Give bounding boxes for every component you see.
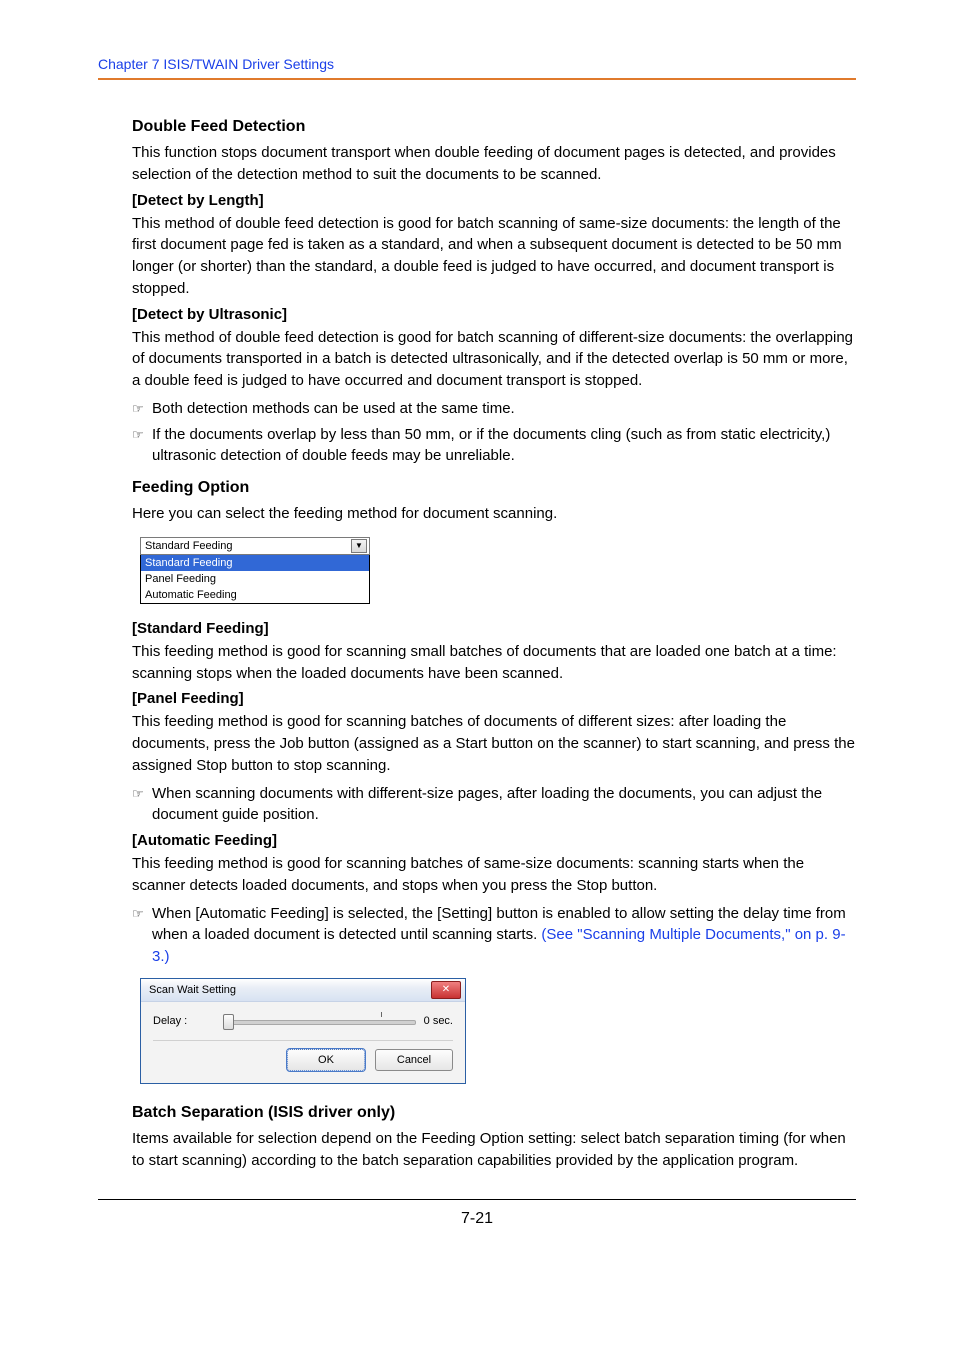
dropdown-item-automatic[interactable]: Automatic Feeding <box>141 587 369 603</box>
automatic-feeding-note-text: When [Automatic Feeding] is selected, th… <box>152 903 856 968</box>
panel-feeding-note-text: When scanning documents with different-s… <box>152 783 856 827</box>
page-number: 7-21 <box>98 1210 856 1228</box>
standard-feeding-body: This feeding method is good for scanning… <box>132 641 856 685</box>
dialog-title: Scan Wait Setting <box>149 984 236 996</box>
batch-separation-body: Items available for selection depend on … <box>132 1128 856 1172</box>
note-icon: ☞ <box>132 783 152 804</box>
note-icon: ☞ <box>132 424 152 445</box>
dropdown-item-standard[interactable]: Standard Feeding <box>141 555 369 571</box>
dropdown-selected-label: Standard Feeding <box>145 540 232 552</box>
scan-wait-setting-dialog: Scan Wait Setting ✕ Delay : 0 sec. <box>140 978 466 1084</box>
slider-tick <box>381 1012 382 1017</box>
note-icon: ☞ <box>132 398 152 419</box>
note-icon: ☞ <box>132 903 152 924</box>
chapter-header: Chapter 7 ISIS/TWAIN Driver Settings <box>98 56 856 72</box>
close-icon: ✕ <box>442 985 450 995</box>
dfd-note-2-text: If the documents overlap by less than 50… <box>152 424 856 468</box>
panel-feeding-label: [Panel Feeding] <box>132 690 856 707</box>
slider-thumb[interactable] <box>223 1014 234 1030</box>
dfd-intro: This function stops document transport w… <box>132 142 856 186</box>
feeding-option-dropdown[interactable]: Standard Feeding ▼ Standard Feeding Pane… <box>140 537 370 604</box>
dialog-body: Delay : 0 sec. OK Cancel <box>141 1002 465 1083</box>
panel-feeding-note: ☞ When scanning documents with different… <box>132 783 856 827</box>
cancel-button[interactable]: Cancel <box>375 1049 453 1071</box>
close-button[interactable]: ✕ <box>431 981 461 999</box>
dropdown-list: Standard Feeding Panel Feeding Automatic… <box>140 555 370 604</box>
dropdown-selected[interactable]: Standard Feeding ▼ <box>140 537 370 555</box>
dfd-note-1: ☞ Both detection methods can be used at … <box>132 398 856 420</box>
dropdown-item-panel[interactable]: Panel Feeding <box>141 571 369 587</box>
header-rule <box>98 78 856 80</box>
standard-feeding-label: [Standard Feeding] <box>132 620 856 637</box>
panel-feeding-body: This feeding method is good for scanning… <box>132 711 856 776</box>
automatic-feeding-body: This feeding method is good for scanning… <box>132 853 856 897</box>
detect-by-length-body: This method of double feed detection is … <box>132 213 856 300</box>
dialog-separator <box>153 1040 453 1041</box>
detect-by-length-label: [Detect by Length] <box>132 192 856 209</box>
section-title-feeding-option: Feeding Option <box>132 479 856 497</box>
feeding-option-intro: Here you can select the feeding method f… <box>132 503 856 525</box>
dfd-note-2: ☞ If the documents overlap by less than … <box>132 424 856 468</box>
ok-button[interactable]: OK <box>287 1049 365 1071</box>
dfd-note-1-text: Both detection methods can be used at th… <box>152 398 856 420</box>
detect-by-ultrasonic-body: This method of double feed detection is … <box>132 327 856 392</box>
delay-value: 0 sec. <box>424 1015 453 1027</box>
dialog-titlebar: Scan Wait Setting ✕ <box>141 979 465 1002</box>
chevron-down-icon[interactable]: ▼ <box>351 539 367 553</box>
page-content: Double Feed Detection This function stop… <box>98 118 856 1171</box>
section-title-batch-separation: Batch Separation (ISIS driver only) <box>132 1104 856 1122</box>
delay-slider[interactable] <box>223 1012 416 1030</box>
automatic-feeding-note: ☞ When [Automatic Feeding] is selected, … <box>132 903 856 968</box>
slider-track <box>223 1020 416 1025</box>
detect-by-ultrasonic-label: [Detect by Ultrasonic] <box>132 306 856 323</box>
footer-rule <box>98 1199 856 1200</box>
automatic-feeding-label: [Automatic Feeding] <box>132 832 856 849</box>
section-title-double-feed: Double Feed Detection <box>132 118 856 136</box>
delay-label: Delay : <box>153 1015 213 1027</box>
